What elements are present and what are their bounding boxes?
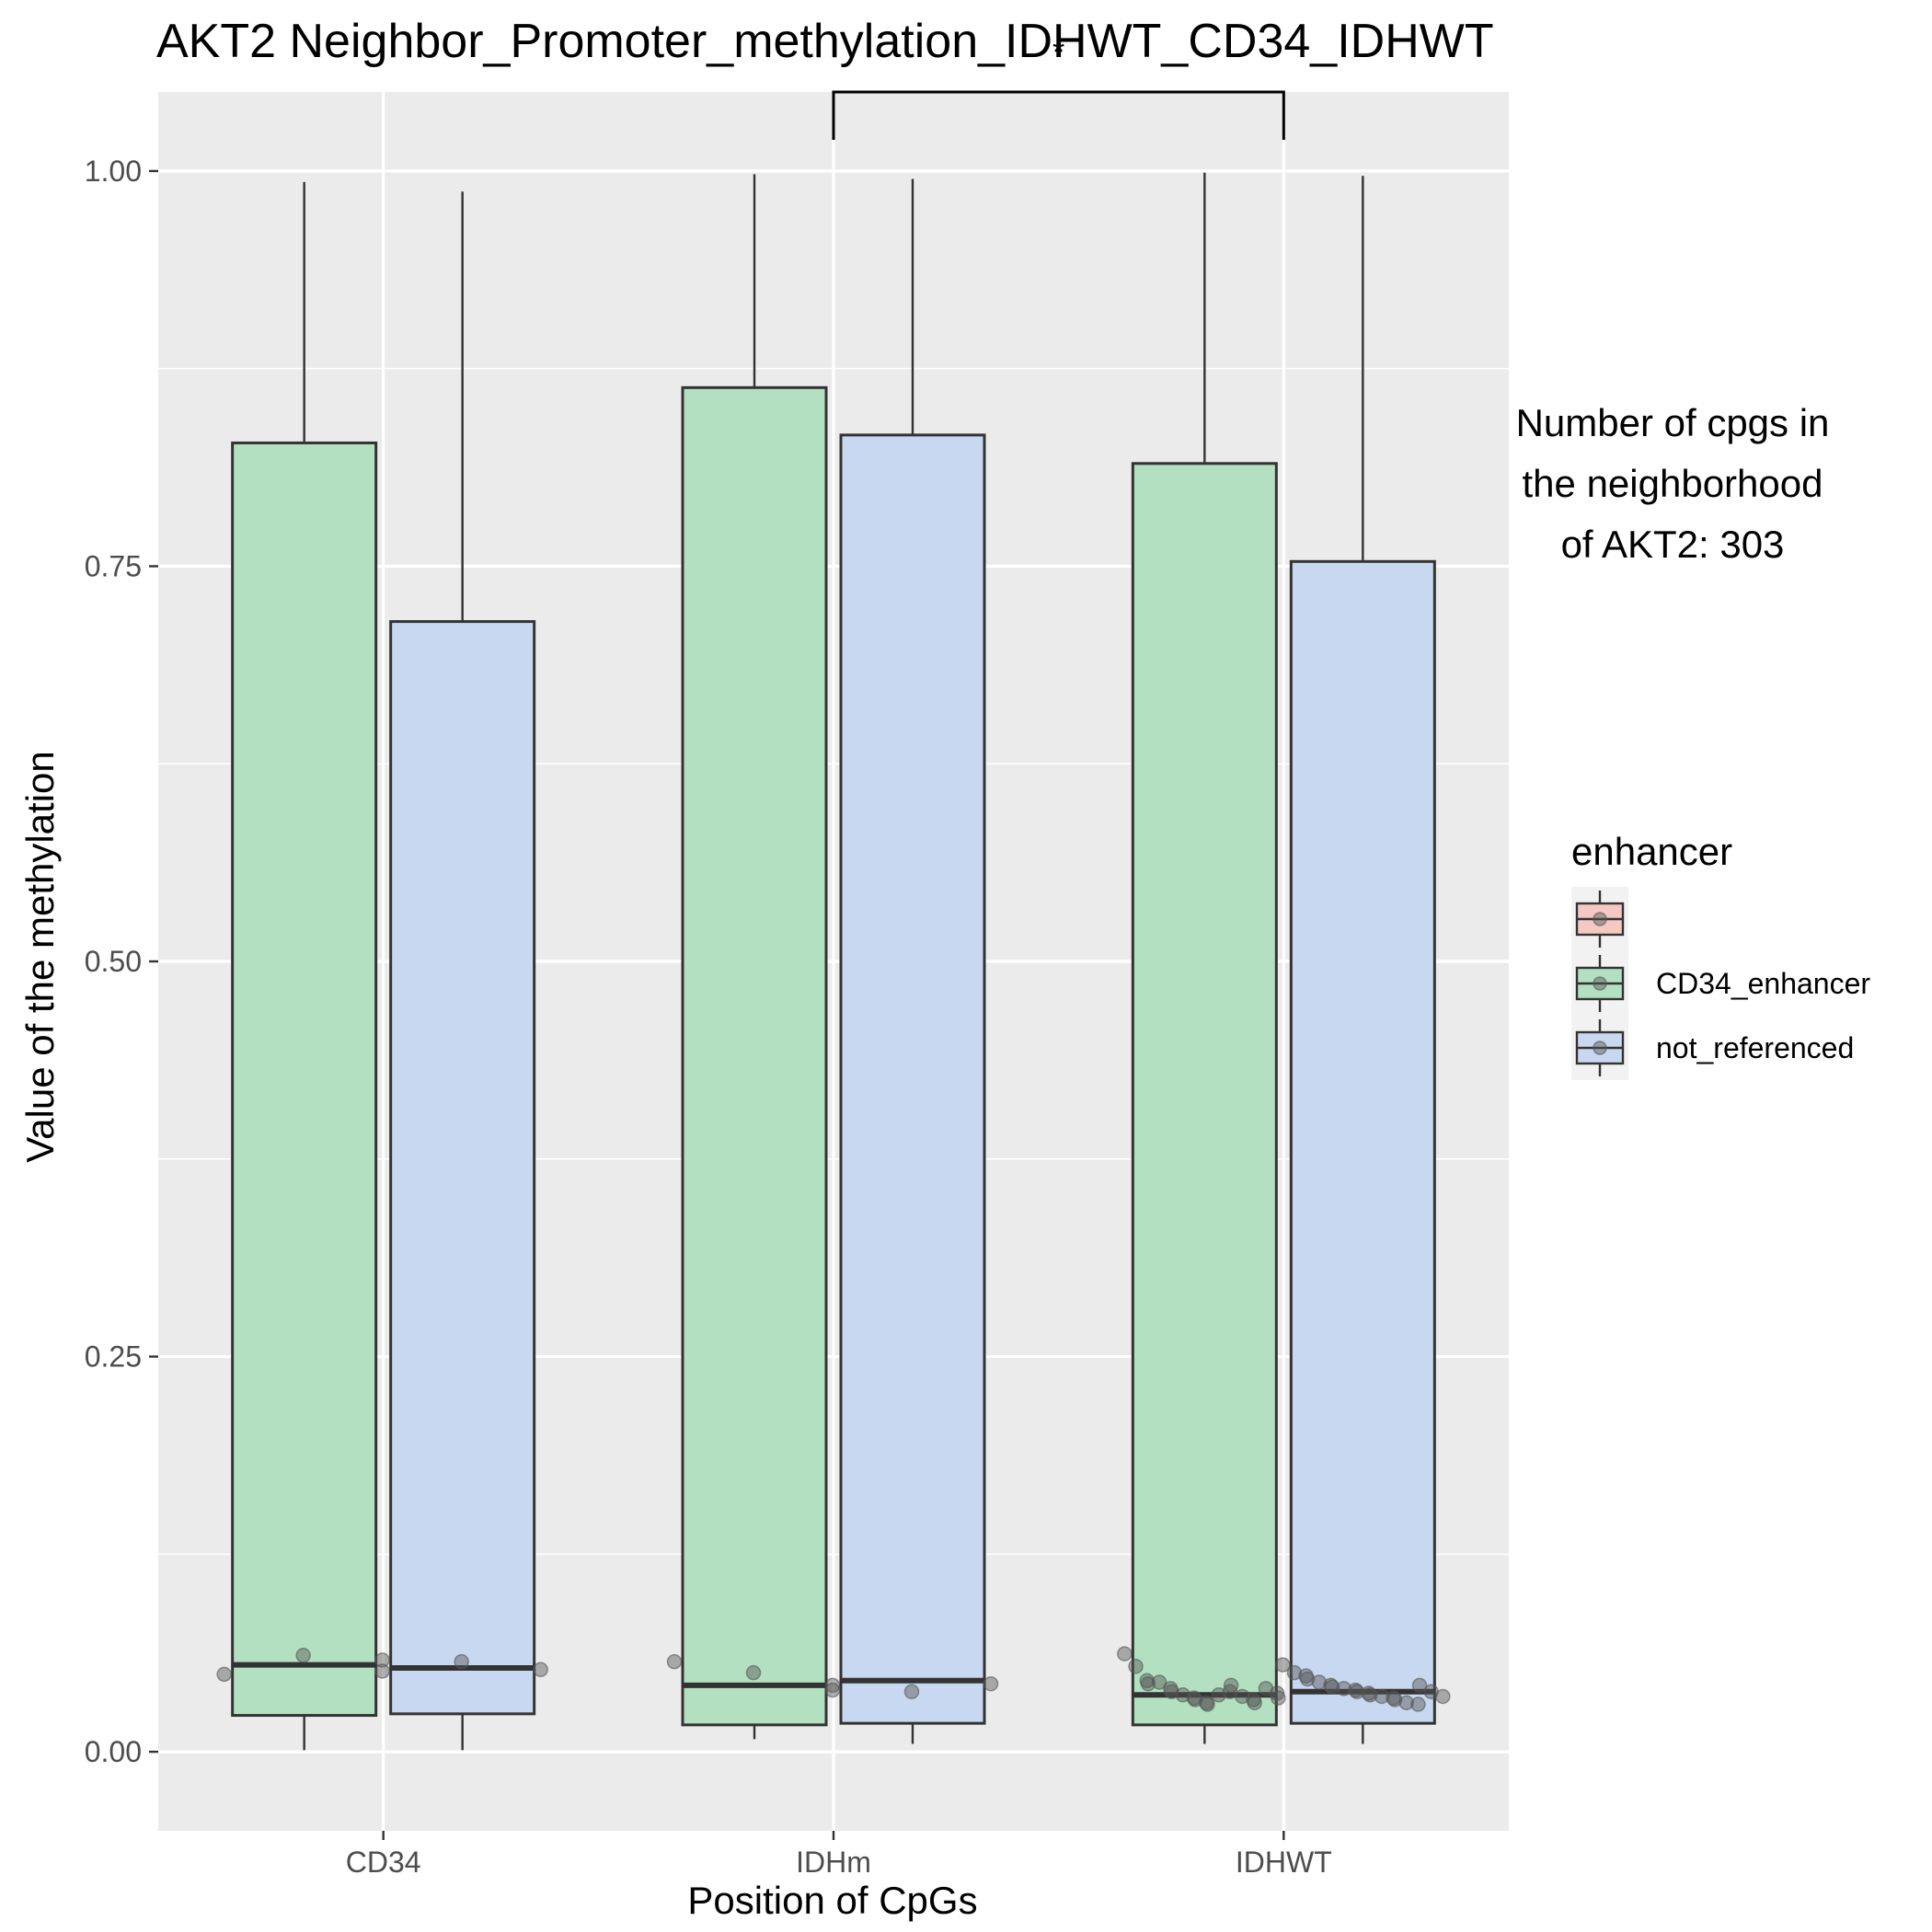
bracket-line bbox=[832, 90, 1285, 140]
x-tick-label-idhm: IDHm bbox=[796, 1846, 871, 1879]
axes: 0.00 0.25 0.50 0.75 1.00 CD34 IDHm IDHWT bbox=[85, 155, 1332, 1879]
legend: enhancer CD34_enhancer not_referenced bbox=[1571, 830, 1870, 1080]
boxes bbox=[231, 172, 1436, 1751]
x-axis-label: Position of CpGs bbox=[687, 1879, 977, 1922]
data-point bbox=[1140, 1675, 1156, 1692]
box-body bbox=[389, 620, 536, 1716]
data-point bbox=[1117, 1646, 1133, 1662]
significance-label: * bbox=[1052, 35, 1064, 70]
data-point bbox=[1398, 1695, 1415, 1711]
box-body bbox=[839, 433, 986, 1725]
data-point bbox=[1200, 1696, 1215, 1712]
box-CD34_enhancer-CD34 bbox=[231, 181, 378, 1751]
box-body bbox=[1131, 462, 1278, 1727]
box-not_referenced-IDHm bbox=[839, 178, 986, 1744]
data-point bbox=[1128, 1659, 1144, 1674]
box-body bbox=[1289, 559, 1436, 1725]
legend-title: enhancer bbox=[1571, 830, 1732, 873]
jitter-points bbox=[216, 1646, 1451, 1712]
annotation-line-3: of AKT2: 303 bbox=[1561, 523, 1785, 566]
data-point bbox=[824, 1677, 841, 1694]
data-point bbox=[1151, 1674, 1167, 1690]
data-point bbox=[454, 1653, 469, 1670]
cpg-count-annotation: Number of cpgs in the neighborhood of AK… bbox=[1516, 401, 1830, 566]
data-point bbox=[1299, 1671, 1316, 1687]
box-not_referenced-IDHWT bbox=[1289, 176, 1436, 1744]
y-tick-label: 1.00 bbox=[85, 155, 142, 188]
legend-entry: CD34_enhancer bbox=[1575, 955, 1870, 1012]
data-point bbox=[1271, 1690, 1286, 1706]
legend-label: CD34_enhancer bbox=[1656, 967, 1870, 1000]
legend-entry: not_referenced bbox=[1575, 1019, 1854, 1076]
data-point bbox=[1311, 1674, 1328, 1690]
y-tick-label: 0.75 bbox=[85, 549, 142, 582]
data-point bbox=[1223, 1677, 1239, 1694]
legend-key-point bbox=[1593, 976, 1607, 991]
significance-bracket: * bbox=[832, 35, 1285, 140]
legend-label: not_referenced bbox=[1656, 1031, 1854, 1064]
data-point bbox=[983, 1675, 999, 1692]
y-tick-label: 0.50 bbox=[85, 945, 142, 978]
data-point bbox=[1410, 1696, 1426, 1712]
data-point bbox=[533, 1662, 548, 1677]
data-point bbox=[1324, 1679, 1340, 1695]
y-tick-label: 0.25 bbox=[85, 1340, 142, 1374]
data-point bbox=[1363, 1686, 1378, 1703]
data-point bbox=[903, 1684, 920, 1700]
data-point bbox=[1435, 1688, 1451, 1705]
legend-entry bbox=[1575, 891, 1625, 948]
y-axis-label: Value of the methylation bbox=[18, 751, 62, 1163]
data-point bbox=[1286, 1664, 1303, 1681]
x-tick-label-idhwt: IDHWT bbox=[1236, 1846, 1332, 1879]
data-point bbox=[295, 1648, 311, 1663]
annotation-line-2: the neighborhood bbox=[1523, 462, 1823, 505]
data-point bbox=[1211, 1686, 1226, 1703]
data-point bbox=[666, 1653, 683, 1670]
grid-lines bbox=[158, 92, 1509, 1831]
data-point bbox=[1235, 1688, 1250, 1705]
box-body bbox=[231, 441, 378, 1718]
data-point bbox=[1411, 1677, 1428, 1694]
legend-key-point bbox=[1593, 912, 1607, 926]
annotation-line-1: Number of cpgs in bbox=[1516, 401, 1830, 444]
data-point bbox=[1275, 1657, 1291, 1673]
data-point bbox=[1164, 1684, 1179, 1700]
data-point bbox=[824, 1682, 841, 1698]
data-point bbox=[216, 1666, 232, 1683]
data-point bbox=[1247, 1695, 1262, 1711]
data-point bbox=[745, 1664, 762, 1681]
box-CD34_enhancer-IDHm bbox=[681, 174, 828, 1740]
data-point bbox=[1386, 1692, 1403, 1708]
chart-title: AKT2 Neighbor_Promoter_methylation_IDHWT… bbox=[156, 15, 1494, 68]
box-body bbox=[681, 385, 828, 1727]
y-tick-label: 0.00 bbox=[85, 1735, 142, 1768]
data-point bbox=[374, 1652, 390, 1668]
data-point bbox=[374, 1663, 390, 1679]
legend-key-point bbox=[1593, 1041, 1607, 1055]
box-CD34_enhancer-IDHWT bbox=[1131, 172, 1278, 1744]
x-tick-label-cd34: CD34 bbox=[346, 1846, 421, 1879]
